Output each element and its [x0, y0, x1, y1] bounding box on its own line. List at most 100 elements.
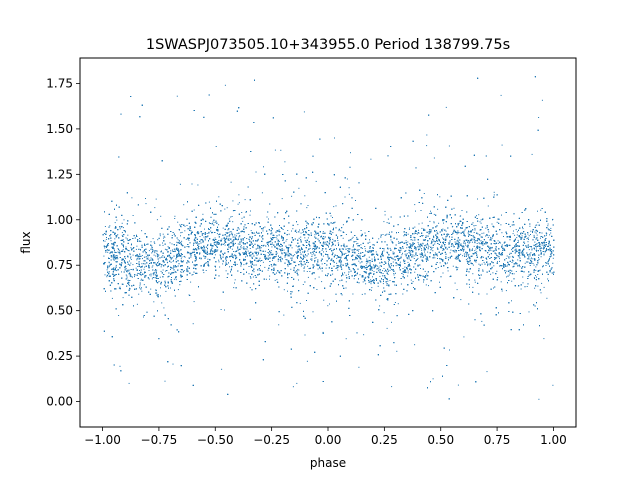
data-point: [456, 289, 458, 291]
data-point: [410, 239, 412, 241]
data-point: [454, 241, 456, 243]
data-point: [141, 265, 143, 267]
data-point: [245, 256, 246, 258]
data-point: [226, 207, 228, 209]
data-point: [344, 272, 346, 274]
data-point: [194, 264, 196, 266]
chart-title: 1SWASPJ073505.10+343955.0 Period 138799.…: [146, 37, 510, 53]
data-point: [322, 242, 324, 244]
data-point: [418, 245, 420, 247]
data-point: [369, 239, 370, 241]
data-point: [197, 184, 199, 186]
data-point: [284, 256, 286, 258]
data-point: [453, 250, 455, 252]
data-point: [519, 266, 521, 268]
data-point: [426, 134, 428, 136]
data-point: [537, 210, 538, 212]
data-point: [511, 248, 513, 249]
data-point: [248, 273, 250, 275]
data-point: [474, 279, 476, 281]
data-point: [497, 242, 499, 244]
data-point: [307, 237, 309, 239]
data-point: [542, 266, 543, 268]
data-point: [378, 268, 380, 270]
data-point: [341, 252, 343, 254]
data-point: [494, 243, 496, 245]
data-point: [341, 294, 343, 296]
data-point: [222, 253, 224, 255]
data-point: [540, 292, 542, 294]
data-point: [344, 246, 346, 248]
data-point: [345, 263, 347, 265]
data-point: [160, 270, 162, 272]
data-point: [185, 238, 187, 240]
data-point: [234, 234, 236, 236]
data-point: [436, 231, 438, 233]
data-point: [508, 257, 510, 259]
data-point: [199, 253, 201, 255]
data-point: [406, 253, 408, 255]
data-point: [174, 218, 176, 219]
data-point: [366, 263, 368, 265]
data-point: [457, 239, 459, 241]
data-point: [104, 262, 106, 264]
data-point: [395, 262, 397, 264]
data-point: [325, 267, 327, 269]
data-point: [448, 145, 450, 147]
data-point: [518, 249, 519, 251]
data-point: [176, 266, 178, 268]
data-point: [171, 243, 173, 245]
data-point: [321, 270, 323, 272]
data-point: [201, 234, 203, 236]
data-point: [426, 243, 428, 245]
data-point: [182, 260, 184, 262]
data-point: [427, 247, 429, 249]
data-point: [428, 245, 430, 247]
data-point: [355, 241, 357, 242]
data-point: [531, 153, 533, 155]
data-point: [392, 261, 394, 263]
data-point: [203, 272, 205, 274]
data-point: [407, 233, 409, 235]
data-point: [135, 267, 137, 269]
data-point: [549, 234, 551, 236]
data-point: [371, 289, 372, 291]
data-point: [311, 254, 313, 256]
data-point: [117, 248, 119, 250]
data-point: [459, 242, 460, 244]
data-point: [456, 257, 458, 259]
data-point: [497, 255, 499, 257]
data-point: [232, 221, 234, 223]
data-point: [115, 269, 116, 271]
data-point: [364, 248, 366, 250]
data-point: [540, 209, 542, 211]
data-point: [141, 290, 143, 292]
data-point: [354, 275, 355, 277]
data-point: [402, 293, 404, 295]
data-point: [531, 258, 533, 260]
data-point: [249, 252, 251, 254]
data-point: [493, 194, 495, 196]
data-point: [533, 272, 535, 273]
data-point: [420, 235, 422, 237]
data-point: [507, 265, 509, 267]
data-point: [132, 248, 134, 249]
data-point: [404, 260, 406, 262]
data-point: [224, 208, 226, 210]
data-point: [358, 366, 360, 368]
data-point: [368, 265, 370, 266]
data-point: [475, 248, 477, 250]
data-point: [490, 238, 492, 240]
data-point: [353, 259, 355, 261]
data-point: [418, 243, 420, 245]
data-point: [181, 256, 183, 258]
data-point: [280, 149, 282, 151]
data-point: [342, 237, 344, 239]
data-point: [296, 231, 298, 233]
data-point: [192, 274, 194, 275]
data-point: [431, 248, 433, 250]
data-point: [518, 241, 519, 243]
data-point: [418, 229, 419, 231]
data-point: [392, 253, 394, 255]
data-point: [524, 262, 526, 264]
